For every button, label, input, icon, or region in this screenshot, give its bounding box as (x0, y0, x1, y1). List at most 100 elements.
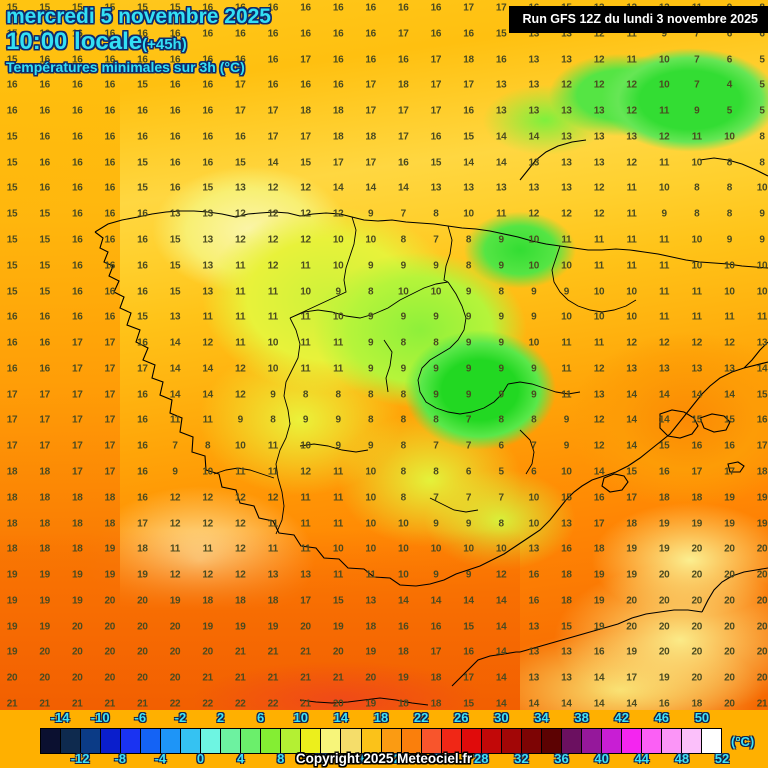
grid-temperature-value: 14 (626, 414, 637, 426)
legend-tick-upper: -14 (50, 710, 70, 725)
grid-temperature-value: 16 (267, 79, 279, 91)
grid-temperature-value: 7 (400, 208, 407, 220)
grid-temperature-value: 9 (368, 337, 374, 349)
grid-temperature-value: 13 (430, 182, 442, 194)
grid-temperature-value: 16 (528, 569, 539, 581)
warm-ocean-patch (120, 640, 480, 710)
grid-temperature-value: 20 (626, 621, 637, 633)
grid-temperature-value: 8 (302, 389, 309, 401)
grid-temperature-value: 12 (561, 79, 572, 91)
grid-temperature-value: 17 (495, 2, 507, 14)
temperature-map[interactable]: 15 15 15 15 15 15 16 16 16 16 16 16 16 16 17 17 16 15 13 12… (0, 0, 768, 710)
grid-temperature-value: 16 (39, 28, 50, 40)
grid-temperature-value: 18 (691, 492, 703, 504)
grid-temperature-value: 12 (593, 208, 605, 220)
grid-temperature-value: 15 (169, 260, 181, 272)
grid-temperature-value: 16 (137, 131, 148, 143)
grid-temperature-value: 13 (234, 182, 246, 194)
grid-temperature-value: 6 (498, 440, 504, 452)
grid-temperature-value: 13 (528, 54, 539, 66)
legend-tick-lower: -4 (154, 751, 167, 766)
grid-temperature-value: 12 (658, 337, 670, 349)
grid-temperature-value: 13 (561, 646, 572, 658)
grid-temperature-value: 16 (332, 54, 344, 66)
grid-temperature-value: 7 (694, 79, 700, 91)
legend-tick-lower: 32 (514, 751, 529, 766)
color-swatch (201, 729, 222, 753)
grid-temperature-value: 17 (267, 105, 279, 117)
color-swatch (521, 729, 542, 753)
grid-temperature-value: 9 (465, 569, 472, 581)
grid-temperature-value: 12 (234, 208, 246, 220)
grid-temperature-value: 13 (202, 260, 213, 272)
grid-temperature-value: 13 (528, 182, 539, 194)
grid-temperature-value: 11 (659, 260, 670, 272)
grid-temperature-value: 21 (104, 698, 116, 710)
temperature-value-grid: 15 15 15 15 15 15 16 16 16 16 16 16 16 16 17 17 16 15 13 12… (6, 2, 768, 710)
grid-temperature-value: 11 (659, 311, 670, 323)
grid-temperature-value: 13 (593, 157, 605, 169)
grid-temperature-value: 10 (202, 466, 213, 478)
grid-temperature-value: 16 (398, 157, 409, 169)
grid-temperature-value: 9 (368, 440, 374, 452)
color-scale-bar[interactable] (40, 728, 722, 754)
grid-temperature-value: 13 (528, 105, 539, 117)
grid-temperature-value: 20 (691, 672, 703, 684)
grid-temperature-value: 16 (691, 440, 703, 452)
grid-temperature-value: 14 (202, 363, 213, 375)
grid-temperature-value: 20 (300, 621, 311, 633)
grid-temperature-value: 18 (104, 518, 116, 530)
legend-tick-lower: 24 (433, 751, 449, 766)
model-run-bar: Run GFS 12Z du lundi 3 novembre 2025 (508, 6, 768, 33)
color-swatch (361, 729, 382, 753)
legend-tick-lower: 40 (594, 751, 609, 766)
grid-temperature-value: 18 (332, 131, 344, 143)
grid-temperature-value: 8 (400, 492, 407, 504)
color-swatch (241, 729, 262, 753)
grid-temperature-value: 4 (726, 79, 733, 91)
grid-temperature-value: 13 (528, 621, 539, 633)
grid-temperature-value: 10 (398, 569, 409, 581)
legend-tick-lower: 28 (474, 751, 489, 766)
grid-temperature-value: 16 (169, 54, 181, 66)
grid-temperature-value: 17 (463, 79, 474, 91)
grid-temperature-value: 9 (563, 440, 570, 452)
grid-temperature-value: 11 (267, 466, 278, 478)
grid-temperature-value: 15 (724, 414, 735, 426)
grid-temperature-value: 13 (202, 208, 213, 220)
grid-temperature-value: 19 (6, 569, 18, 581)
grid-temperature-value: 10 (724, 131, 735, 143)
grid-temperature-value: 11 (593, 234, 604, 246)
grid-temperature-value: 9 (335, 286, 341, 298)
grid-temperature-value: 15 (691, 414, 703, 426)
grid-temperature-value: 16 (528, 595, 539, 607)
grid-temperature-value: 12 (593, 79, 605, 91)
grid-temperature-value: 19 (104, 543, 116, 555)
grid-temperature-value: 16 (430, 2, 442, 14)
grid-temperature-value: 17 (104, 389, 116, 401)
grid-temperature-value: 10 (234, 440, 246, 452)
grid-temperature-value: 11 (626, 234, 637, 246)
grid-temperature-value: 17 (104, 440, 116, 452)
grid-temperature-value: 16 (71, 79, 83, 91)
grid-temperature-value: 18 (365, 621, 376, 633)
grid-temperature-value: 20 (104, 595, 116, 607)
legend-tick-upper: 26 (454, 710, 469, 725)
grid-temperature-value: 9 (498, 260, 504, 272)
grid-temperature-value: 16 (137, 466, 148, 478)
grid-temperature-value: 14 (528, 698, 539, 710)
color-swatch (181, 729, 202, 753)
grid-temperature-value: 14 (691, 389, 703, 401)
grid-temperature-value: 20 (137, 646, 148, 658)
grid-temperature-value: 12 (267, 208, 279, 220)
grid-temperature-value: 10 (691, 234, 703, 246)
grid-temperature-value: 16 (169, 131, 181, 143)
grid-temperature-value: 17 (71, 440, 83, 452)
grid-temperature-value: 8 (433, 466, 439, 478)
grid-temperature-value: 17 (398, 131, 409, 143)
grid-temperature-value: 17 (691, 466, 703, 478)
grid-temperature-value: 9 (400, 363, 407, 375)
grid-temperature-value: 11 (757, 311, 767, 323)
grid-temperature-value: 9 (335, 440, 341, 452)
grid-temperature-value: 13 (528, 543, 539, 555)
